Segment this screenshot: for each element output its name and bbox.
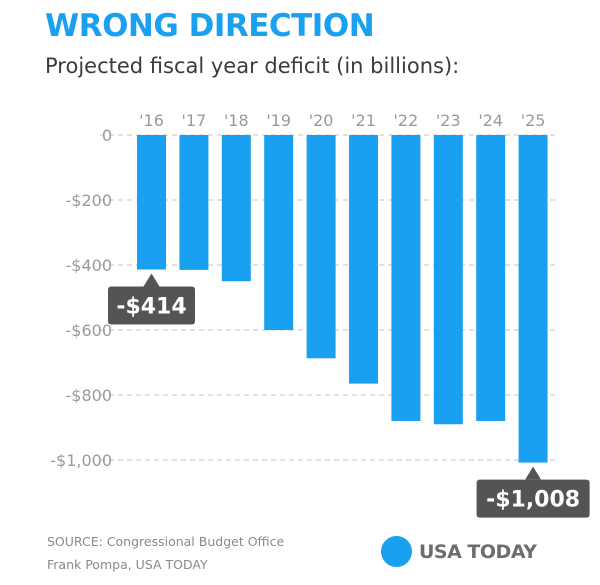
bar [306,135,336,359]
brand-dot-icon [381,536,412,567]
x-tick-label: '23 [436,111,461,130]
callout-box [476,479,590,518]
bar [391,135,421,421]
y-tick-label: -$200 [66,191,113,210]
credit-text: Frank Pompa, USA TODAY [47,557,208,572]
bar [264,135,294,330]
brand-name: USA TODAY [419,540,537,563]
x-tick-label: '18 [224,111,249,130]
x-tick-label: '25 [521,111,546,130]
callout-pointer [143,273,160,287]
y-tick-label: -$400 [66,256,113,275]
x-tick-label: '22 [394,111,419,130]
footer-credits: SOURCE: Congressional Budget Office Fran… [47,530,284,576]
x-tick-label: '17 [182,111,207,130]
y-tick-label: -$1,000 [50,451,112,470]
bar [476,135,506,421]
bar [221,135,251,282]
x-tick-label: '21 [351,111,376,130]
data-label: -$1,008 [486,488,580,513]
bar [433,135,463,425]
y-tick-label: 0 [102,126,112,145]
bar [179,135,209,270]
x-tick-label: '20 [309,111,334,130]
y-tick-label: -$800 [66,386,113,405]
x-tick-label: '16 [139,111,164,130]
bar [349,135,378,384]
chart-subtitle: Projected fiscal year deficit (in billio… [45,54,460,78]
callout-pointer [525,466,542,480]
x-tick-label: '24 [478,111,503,130]
chart-title: WRONG DIRECTION [45,8,375,44]
y-tick-label: -$600 [66,321,113,340]
brand-logo: USA TODAY [381,536,537,567]
bar [137,135,166,270]
x-tick-label: '19 [266,111,291,130]
bar [518,135,548,463]
data-label: -$414 [116,295,186,320]
source-text: SOURCE: Congressional Budget Office [47,534,285,549]
callout-box [108,286,195,325]
